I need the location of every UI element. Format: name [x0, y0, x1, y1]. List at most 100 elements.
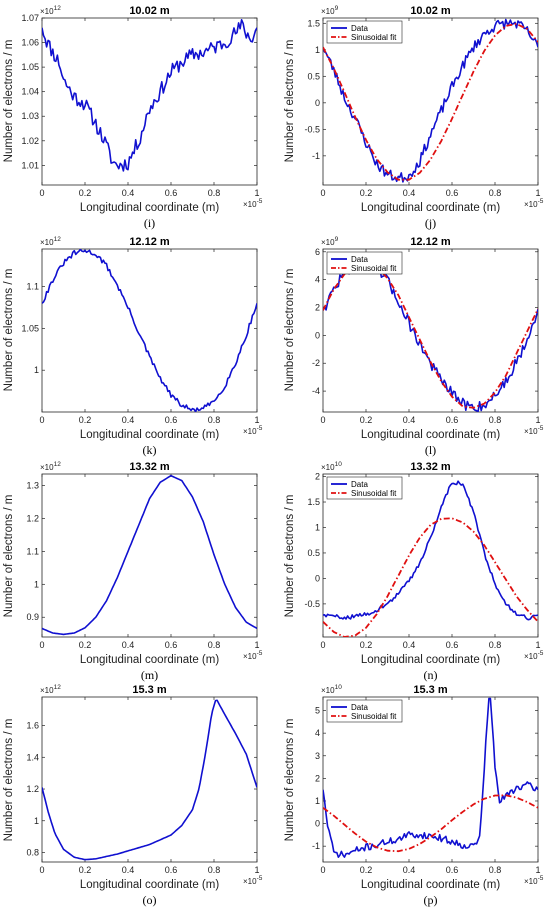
chart-title: 13.32 m — [410, 461, 451, 473]
panel-caption: (l) — [425, 443, 436, 457]
y-exponent-label: ×1012 — [40, 684, 61, 695]
y-axis-label: Number of electrons / m — [3, 269, 15, 392]
panel-caption: (j) — [425, 216, 436, 230]
y-exponent-label: ×1010 — [321, 684, 342, 695]
chart-title: 10.02 m — [129, 5, 170, 17]
y-tick-label: 1.05 — [21, 323, 39, 333]
y-tick-label: 1.2 — [26, 784, 39, 794]
y-tick-label: 1.5 — [307, 18, 320, 28]
y-tick-label: 1.3 — [26, 481, 39, 491]
x-exponent-label: ×10-5 — [243, 875, 263, 886]
x-tick-label: 1 — [254, 415, 259, 425]
y-tick-label: -0.5 — [304, 599, 320, 609]
x-tick-label: 0.8 — [489, 188, 502, 198]
data-series-line — [42, 474, 257, 636]
y-tick-label: 3 — [315, 751, 320, 761]
y-axis-label: Number of electrons / m — [284, 269, 296, 392]
y-tick-label: 2 — [315, 773, 320, 783]
y-tick-label: 2 — [315, 472, 320, 482]
series-group — [323, 480, 538, 637]
data-series-line — [42, 699, 257, 861]
y-axis-label: Number of electrons / m — [284, 40, 296, 163]
data-series-line — [42, 249, 257, 412]
legend-fit-label: Sinusoidal fit — [351, 712, 397, 721]
y-tick-label: 0 — [315, 98, 320, 108]
chart-panel-m: 0 0.2 0.4 0.6 0.8 1 0.9 1 1.1 1.2 1.3×1012 ×10-5 13.… — [3, 461, 263, 682]
x-tick-label: 0.2 — [79, 188, 92, 198]
legend-fit-label: Sinusoidal fit — [351, 33, 397, 42]
plot-area — [41, 473, 258, 638]
y-tick-label: 0 — [315, 819, 320, 829]
panel-caption: (m) — [141, 668, 158, 682]
x-axis-label: Longitudinal coordinate (m) — [80, 879, 220, 891]
y-tick-label: 1.1 — [26, 282, 39, 292]
chart-panel-o: 0 0.2 0.4 0.6 0.8 1 0.8 1 1.2 1.4 1.6 ×1012 ×10-5 15.… — [3, 684, 263, 907]
y-tick-label: 1 — [34, 579, 39, 589]
panel-caption: (o) — [143, 893, 157, 907]
plot-area — [41, 696, 258, 863]
data-series-line — [323, 480, 538, 621]
x-tick-label: 0.2 — [360, 640, 373, 650]
x-exponent-label: ×10-5 — [524, 198, 544, 209]
chart-title: 12.12 m — [129, 236, 170, 248]
y-exponent-label: ×1012 — [40, 5, 61, 16]
y-tick-label: 5 — [315, 706, 320, 716]
legend-data-label: Data — [351, 480, 368, 489]
x-tick-label: 0.6 — [165, 415, 178, 425]
series-group — [323, 18, 538, 183]
x-tick-label: 0.6 — [446, 415, 459, 425]
y-axis-label: Number of electrons / m — [3, 495, 15, 618]
y-tick-label: 0 — [315, 573, 320, 583]
y-tick-label: 1.02 — [21, 136, 39, 146]
y-tick-label: -0.5 — [304, 124, 320, 134]
series-group — [42, 19, 257, 172]
x-axis-label: Longitudinal coordinate (m) — [80, 654, 220, 666]
x-tick-label: 1 — [535, 865, 540, 875]
y-tick-label: -1 — [312, 841, 320, 851]
x-tick-label: 0.8 — [208, 188, 221, 198]
legend-fit-label: Sinusoidal fit — [351, 489, 397, 498]
x-tick-label: 0.8 — [489, 865, 502, 875]
x-tick-label: 1 — [254, 865, 259, 875]
legend-data-label: Data — [351, 255, 368, 264]
x-tick-label: 0.6 — [165, 640, 178, 650]
y-tick-label: 0.5 — [307, 71, 320, 81]
y-tick-label: 1.4 — [26, 752, 39, 762]
y-tick-label: 1.1 — [26, 546, 39, 556]
y-tick-label: 1 — [315, 522, 320, 532]
plot-area — [322, 17, 539, 186]
x-tick-label: 0.2 — [79, 865, 92, 875]
series-group — [42, 699, 257, 861]
x-tick-label: 0.6 — [446, 640, 459, 650]
y-tick-label: 0.5 — [307, 548, 320, 558]
y-tick-label: 1.01 — [21, 160, 39, 170]
legend-fit-label: Sinusoidal fit — [351, 264, 397, 273]
series-group — [42, 474, 257, 636]
y-tick-label: 0 — [315, 330, 320, 340]
x-exponent-label: ×10-5 — [524, 650, 544, 661]
x-tick-label: 0.8 — [208, 640, 221, 650]
chart-panel-n: 0 0.2 0.4 0.6 0.8 1 -0.5 0 0.5 1 1.5 2×1010 ×10-5 13.… — [284, 461, 544, 682]
x-tick-label: 0.6 — [165, 865, 178, 875]
x-tick-label: 0.8 — [208, 865, 221, 875]
y-tick-label: 1 — [315, 796, 320, 806]
x-tick-label: 0.4 — [403, 865, 416, 875]
x-tick-label: 1 — [535, 415, 540, 425]
y-tick-label: 0.9 — [26, 612, 39, 622]
plot-area — [322, 473, 539, 638]
x-tick-label: 1 — [535, 640, 540, 650]
y-tick-label: 1 — [34, 365, 39, 375]
y-tick-label: 0.8 — [26, 847, 39, 857]
x-axis-label: Longitudinal coordinate (m) — [361, 429, 501, 441]
chart-panel-k: 0 0.2 0.4 0.6 0.8 1 1 1.05 1.1 ×1012 ×10-5 12.12 m L… — [3, 236, 263, 457]
plot-area — [41, 248, 258, 413]
x-tick-label: 0.2 — [360, 865, 373, 875]
panel-caption: (k) — [143, 443, 157, 457]
x-tick-label: 0.4 — [403, 188, 416, 198]
panel-caption: (i) — [144, 216, 155, 230]
x-axis-label: Longitudinal coordinate (m) — [361, 879, 501, 891]
chart-title: 13.32 m — [129, 461, 170, 473]
x-tick-label: 1 — [535, 188, 540, 198]
